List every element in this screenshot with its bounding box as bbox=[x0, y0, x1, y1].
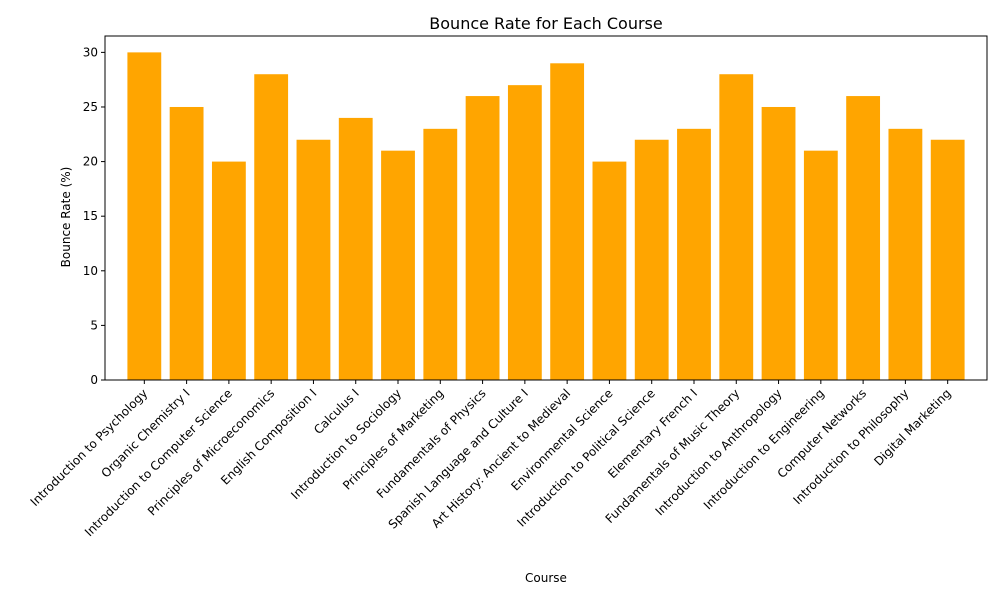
y-tick-label: 15 bbox=[83, 209, 98, 223]
bar bbox=[634, 139, 669, 380]
bar bbox=[719, 74, 754, 380]
y-tick-label: 5 bbox=[90, 318, 98, 332]
x-axis-title: Course bbox=[525, 571, 567, 585]
y-tick-label: 0 bbox=[90, 373, 98, 387]
y-tick-label: 25 bbox=[83, 100, 98, 114]
bar bbox=[592, 161, 627, 380]
bar bbox=[169, 106, 204, 380]
bar bbox=[846, 96, 881, 381]
bar bbox=[211, 161, 246, 380]
bar bbox=[507, 85, 542, 381]
y-tick-label: 30 bbox=[83, 45, 98, 59]
plot-frame bbox=[104, 35, 988, 381]
bar bbox=[888, 128, 923, 380]
bar bbox=[803, 150, 838, 380]
y-axis: 0 5 10 15 20 25 30 bbox=[83, 45, 105, 387]
bar bbox=[296, 139, 331, 380]
bar bbox=[338, 117, 373, 381]
bar bbox=[930, 139, 965, 380]
y-tick-label: 10 bbox=[83, 264, 98, 278]
bar bbox=[550, 63, 585, 381]
bar bbox=[381, 150, 415, 380]
y-axis-title: Bounce Rate (%) bbox=[59, 167, 73, 268]
bar bbox=[423, 128, 458, 380]
y-tick-label: 20 bbox=[83, 155, 98, 169]
x-tick-label: Digital Marketing bbox=[871, 386, 953, 468]
chart-title: Bounce Rate for Each Course bbox=[429, 14, 662, 33]
axes-border bbox=[104, 35, 988, 381]
bar bbox=[677, 128, 711, 380]
bar bbox=[465, 96, 500, 381]
bars-group bbox=[127, 52, 965, 381]
bar bbox=[254, 74, 289, 380]
bar bbox=[761, 106, 796, 380]
bar bbox=[127, 52, 162, 380]
